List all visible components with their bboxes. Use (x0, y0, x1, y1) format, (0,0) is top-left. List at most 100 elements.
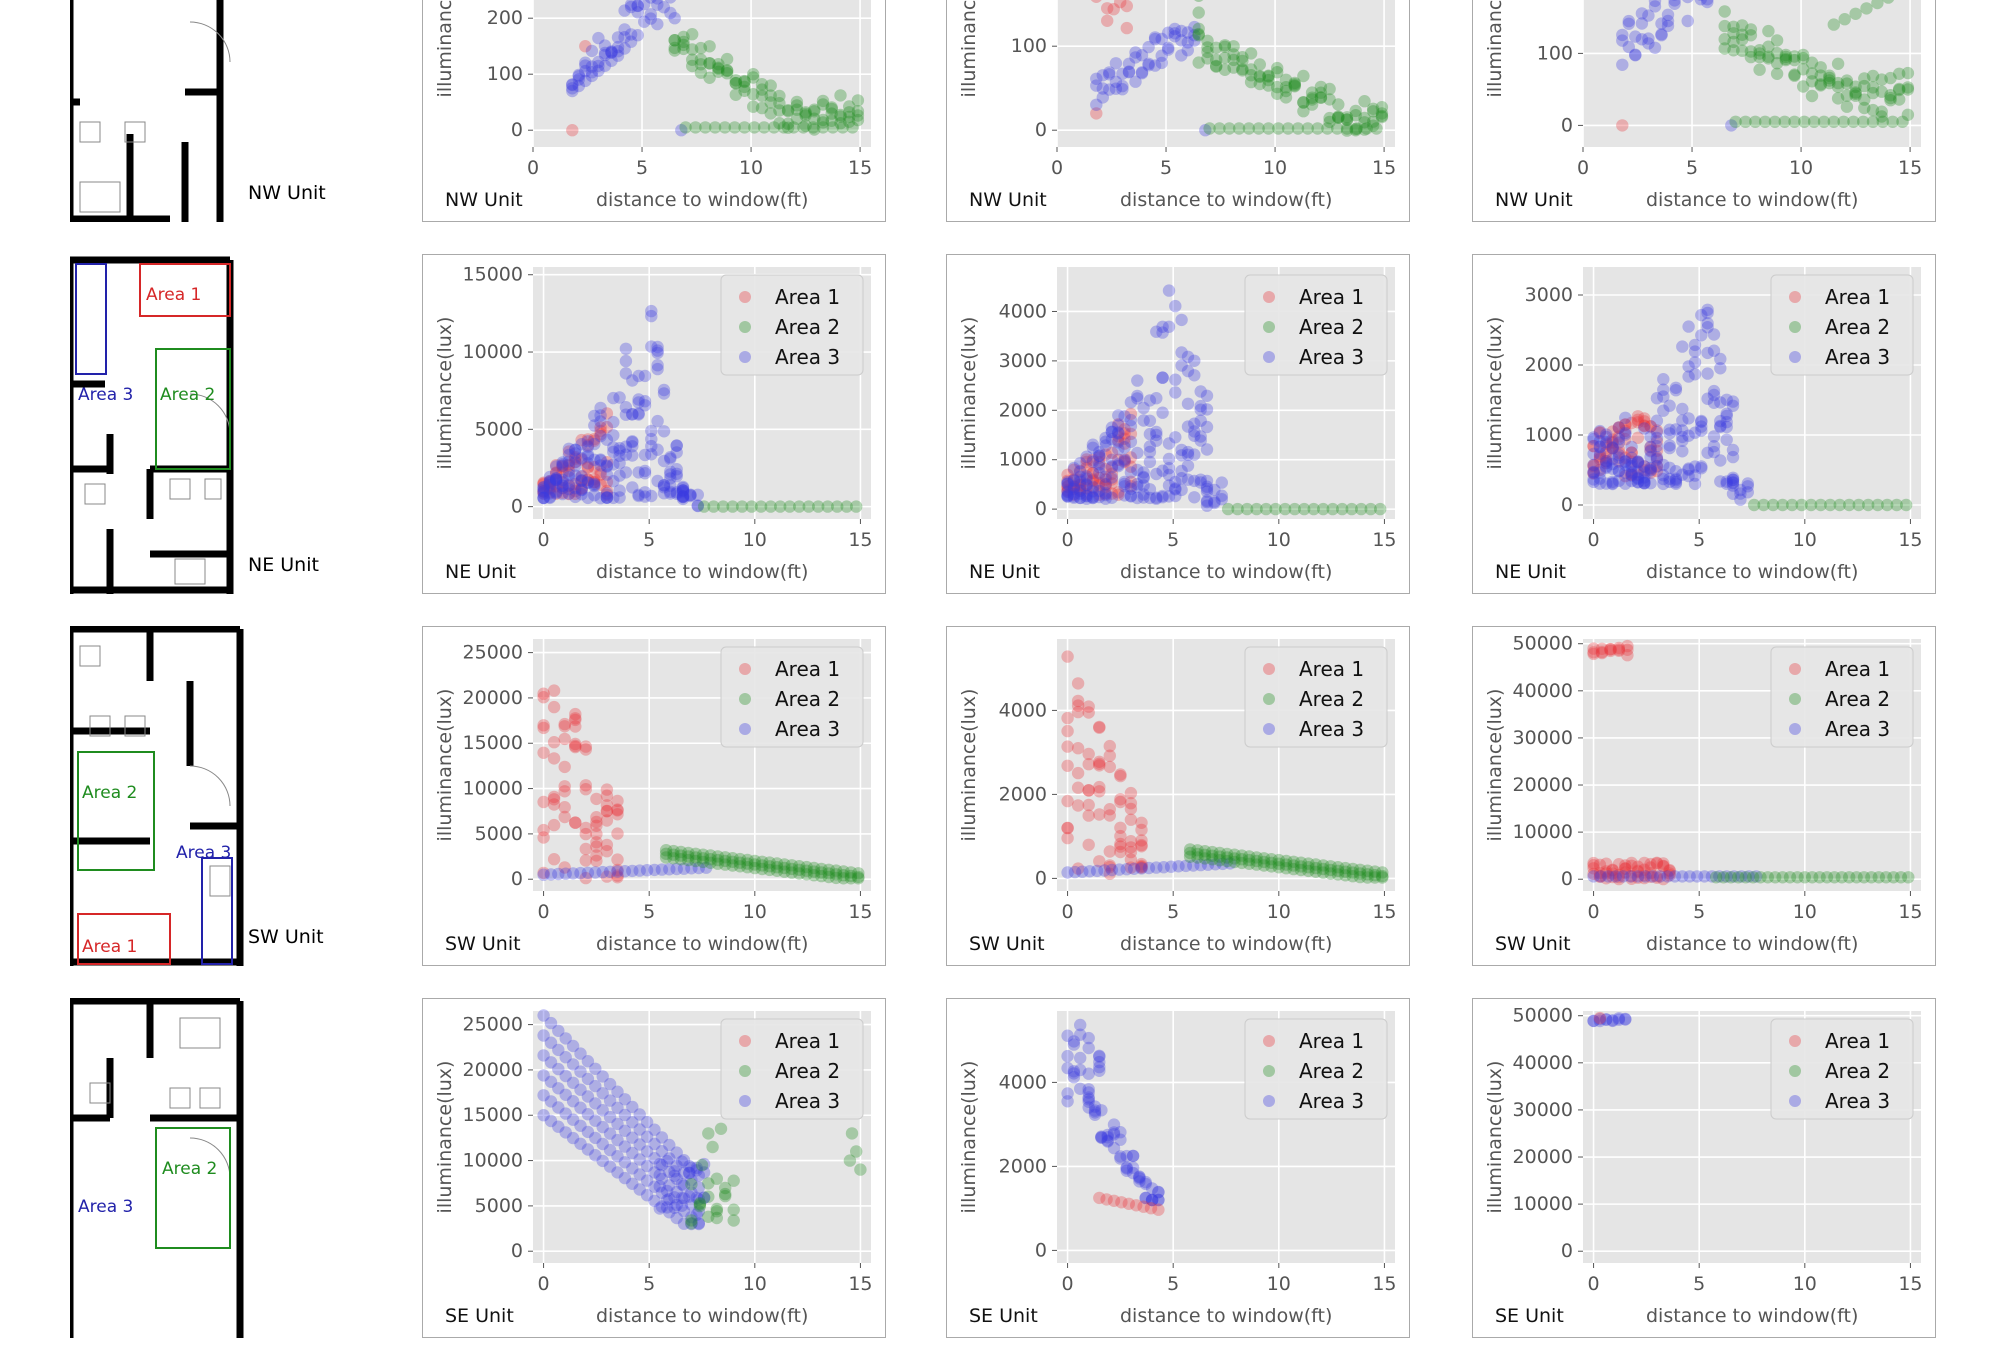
data-point (1650, 459, 1664, 473)
data-point (1074, 484, 1087, 497)
data-point (651, 340, 664, 354)
data-point (1701, 0, 1714, 6)
data-point (1631, 471, 1645, 485)
data-point (1858, 101, 1871, 115)
data-point (1112, 419, 1125, 432)
data-point (1105, 460, 1119, 473)
data-point (1114, 0, 1127, 9)
data-point (1676, 870, 1689, 883)
data-point (1074, 473, 1087, 487)
data-point (1644, 420, 1657, 433)
data-point (797, 121, 810, 134)
data-point (1093, 484, 1106, 498)
data-point (1135, 860, 1148, 874)
data-point (1099, 439, 1112, 452)
data-point (676, 490, 690, 504)
panel-unit-label: SE Unit (969, 1305, 1038, 1327)
data-point (1127, 862, 1141, 875)
data-point (726, 855, 739, 868)
data-point (1103, 68, 1116, 81)
data-point (1795, 498, 1808, 512)
data-point (1600, 461, 1613, 475)
data-point (756, 855, 769, 868)
data-point (1638, 464, 1651, 477)
data-point (773, 117, 786, 130)
data-point (822, 870, 835, 884)
data-point (544, 1036, 558, 1049)
data-point (1349, 109, 1362, 122)
data-point (544, 868, 558, 881)
data-point (712, 61, 725, 74)
data-point (670, 862, 683, 876)
data-point (1616, 119, 1629, 132)
plan-area-label: Area 3 (78, 385, 133, 405)
data-point (1783, 871, 1797, 884)
data-point (781, 104, 795, 117)
data-point (1279, 81, 1293, 94)
data-point (1093, 490, 1106, 504)
data-point (1619, 1012, 1632, 1026)
data-point (556, 461, 569, 474)
data-point (1827, 18, 1840, 31)
data-point (1587, 1014, 1600, 1028)
data-point (1080, 455, 1093, 469)
data-point (562, 479, 576, 492)
data-point (1162, 479, 1176, 492)
x-tick-label: 10 (1793, 901, 1817, 923)
data-point (600, 491, 614, 504)
data-point (1602, 870, 1615, 883)
data-point (684, 489, 697, 503)
data-point (1612, 870, 1626, 884)
data-point (632, 408, 645, 421)
data-point (663, 1165, 676, 1179)
data-point (600, 456, 614, 469)
data-point (1837, 115, 1850, 128)
data-point (1644, 440, 1657, 454)
y-tick-label: 3000 (1525, 284, 1573, 306)
data-point (581, 433, 595, 446)
data-point (1181, 473, 1195, 486)
data-point (569, 712, 582, 725)
data-point (1612, 436, 1626, 449)
data-point (843, 110, 856, 124)
data-point (1779, 52, 1792, 66)
data-point (588, 477, 601, 490)
data-point (1133, 1175, 1146, 1188)
data-point (1676, 434, 1689, 447)
data-point (1192, 6, 1205, 19)
data-point (1175, 313, 1188, 327)
data-point (556, 482, 569, 495)
data-point (1332, 98, 1345, 111)
data-point (1112, 436, 1125, 449)
data-point (1724, 871, 1738, 884)
data-point (1145, 1182, 1159, 1195)
data-point (618, 1124, 632, 1137)
data-point (632, 369, 645, 383)
data-point (1288, 76, 1301, 90)
data-point (1223, 122, 1236, 135)
x-tick-label: 0 (1577, 157, 1589, 179)
data-point (1663, 423, 1676, 436)
data-point (543, 482, 557, 495)
data-point (1695, 462, 1708, 475)
data-point (677, 862, 691, 875)
data-point (1606, 435, 1619, 449)
data-point (537, 1109, 550, 1122)
data-point (1604, 643, 1617, 656)
data-point (816, 121, 830, 134)
data-point (787, 121, 800, 134)
panel-unit-label: SW Unit (969, 933, 1045, 955)
data-point (1657, 477, 1670, 491)
data-point (1090, 79, 1103, 92)
data-point (1879, 871, 1893, 884)
data-point (1657, 469, 1670, 482)
data-point (1676, 468, 1689, 481)
data-point (691, 499, 704, 512)
data-point (1852, 498, 1865, 512)
data-point (648, 1137, 661, 1151)
data-point (1622, 17, 1635, 30)
data-point (544, 1016, 558, 1030)
